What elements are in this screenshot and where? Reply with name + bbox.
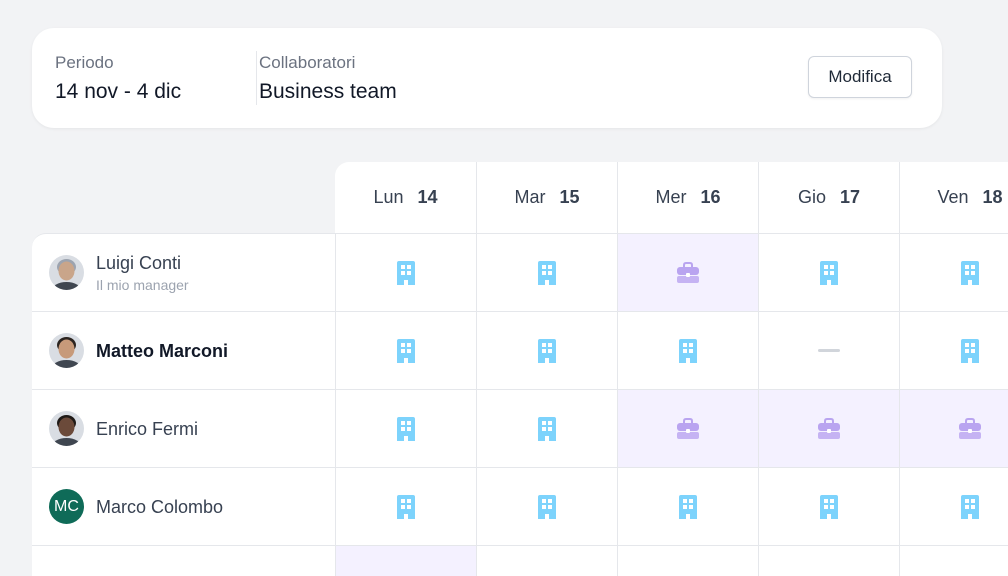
no-status-dash	[818, 349, 840, 352]
building-icon	[961, 260, 979, 285]
day-number: 15	[559, 187, 580, 207]
person-cell[interactable]: Luigi Conti Il mio manager	[32, 234, 336, 311]
table-row: Enrico Fermi	[32, 390, 1008, 468]
day-number: 14	[417, 187, 438, 207]
day-number: 18	[982, 187, 1003, 207]
day-cell[interactable]	[477, 312, 618, 389]
day-cell[interactable]	[759, 468, 900, 545]
person-name: Enrico Fermi	[96, 418, 199, 439]
avatar	[49, 333, 84, 368]
day-cell[interactable]	[900, 468, 1008, 545]
collaborators-value: Business team	[259, 80, 397, 103]
schedule-rows: Luigi Conti Il mio manager Matteo Marconi E…	[32, 233, 1008, 576]
schedule-header: Lun 14 Mar 15 Mer 16 Gio 17 Ven 18	[335, 162, 1008, 233]
day-cell[interactable]	[336, 468, 477, 545]
briefcase-icon	[677, 417, 699, 439]
day-cell[interactable]	[336, 234, 477, 311]
building-icon	[820, 494, 838, 519]
building-icon	[961, 494, 979, 519]
filter-card: Periodo 14 nov - 4 dic Collaboratori Bus…	[32, 28, 942, 128]
avatar	[49, 255, 84, 290]
table-row: MC Marco Colombo	[32, 468, 1008, 546]
day-cell[interactable]	[759, 390, 900, 467]
table-row: Matteo Marconi	[32, 312, 1008, 390]
person-name: Luigi Conti	[96, 253, 182, 273]
day-name: Mer	[655, 187, 687, 207]
table-row	[32, 546, 1008, 576]
period-label: Periodo	[55, 53, 114, 72]
day-number: 16	[700, 187, 721, 207]
day-cell[interactable]	[618, 468, 759, 545]
day-name: Gio	[797, 187, 826, 207]
day-cell[interactable]	[336, 546, 477, 576]
day-header: Lun 14	[335, 162, 476, 233]
briefcase-icon	[959, 417, 981, 439]
day-cell[interactable]	[618, 234, 759, 311]
avatar: MC	[49, 489, 84, 524]
day-cell[interactable]	[618, 390, 759, 467]
day-cell[interactable]	[759, 234, 900, 311]
day-cell[interactable]	[336, 312, 477, 389]
day-cell[interactable]	[759, 546, 900, 576]
day-cell[interactable]	[336, 390, 477, 467]
day-header: Ven 18	[899, 162, 1008, 233]
day-cell[interactable]	[618, 312, 759, 389]
building-icon	[397, 338, 415, 363]
day-cell[interactable]	[900, 312, 1008, 389]
building-icon	[820, 260, 838, 285]
day-name: Mar	[514, 187, 546, 207]
filter-divider	[256, 51, 257, 105]
person-cell[interactable]: Enrico Fermi	[32, 390, 336, 467]
day-cell[interactable]	[477, 234, 618, 311]
day-name: Lun	[373, 187, 404, 207]
day-cell[interactable]	[477, 390, 618, 467]
collaborators-label: Collaboratori	[259, 53, 356, 72]
building-icon	[397, 416, 415, 441]
building-icon	[679, 494, 697, 519]
building-icon	[538, 416, 556, 441]
day-name: Ven	[937, 187, 969, 207]
day-cell[interactable]	[477, 546, 618, 576]
period-value: 14 nov - 4 dic	[55, 80, 182, 103]
collaborators-filter: Collaboratori Business team	[259, 52, 397, 106]
briefcase-icon	[677, 261, 699, 283]
person-cell[interactable]	[32, 546, 336, 576]
period-filter: Periodo 14 nov - 4 dic	[55, 52, 181, 106]
building-icon	[538, 494, 556, 519]
day-header: Gio 17	[758, 162, 899, 233]
day-cell[interactable]	[759, 312, 900, 389]
person-name: Marco Colombo	[96, 496, 224, 517]
day-cell[interactable]	[900, 546, 1008, 576]
building-icon	[538, 260, 556, 285]
building-icon	[679, 338, 697, 363]
edit-button[interactable]: Modifica	[808, 56, 912, 98]
person-cell[interactable]: Matteo Marconi	[32, 312, 336, 389]
person-cell[interactable]: MC Marco Colombo	[32, 468, 336, 545]
table-row: Luigi Conti Il mio manager	[32, 234, 1008, 312]
building-icon	[538, 338, 556, 363]
day-header: Mer 16	[617, 162, 758, 233]
day-cell[interactable]	[900, 234, 1008, 311]
day-number: 17	[839, 187, 861, 207]
avatar	[49, 411, 84, 446]
person-subtitle: Il mio manager	[96, 277, 189, 293]
briefcase-icon	[818, 417, 840, 439]
person-name: Matteo Marconi	[96, 340, 229, 361]
day-cell[interactable]	[900, 390, 1008, 467]
day-cell[interactable]	[618, 546, 759, 576]
building-icon	[961, 338, 979, 363]
day-cell[interactable]	[477, 468, 618, 545]
day-header: Mar 15	[476, 162, 617, 233]
building-icon	[397, 494, 415, 519]
building-icon	[397, 260, 415, 285]
